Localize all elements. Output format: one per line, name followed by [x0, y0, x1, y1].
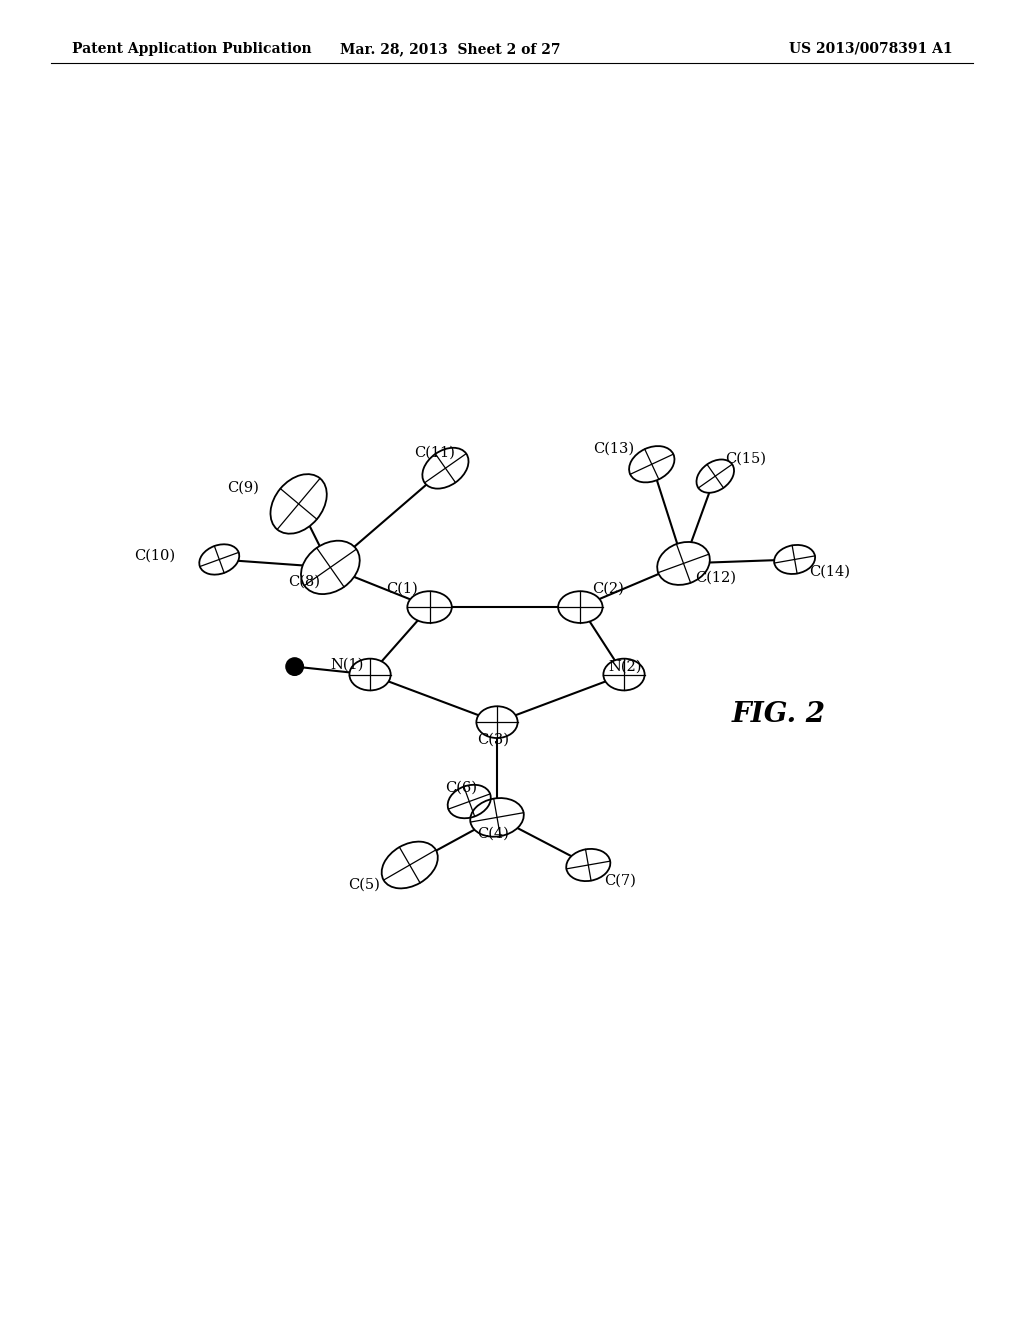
Text: US 2013/0078391 A1: US 2013/0078391 A1 — [788, 42, 952, 55]
Ellipse shape — [270, 474, 327, 533]
Text: FIG. 2: FIG. 2 — [732, 701, 825, 727]
Text: C(10): C(10) — [134, 549, 176, 562]
Ellipse shape — [470, 799, 524, 837]
Text: C(1): C(1) — [386, 582, 418, 595]
Text: C(4): C(4) — [477, 826, 509, 841]
Text: C(14): C(14) — [809, 565, 850, 578]
Ellipse shape — [200, 544, 240, 574]
Text: C(6): C(6) — [445, 780, 477, 795]
Ellipse shape — [629, 446, 675, 482]
Ellipse shape — [558, 591, 602, 623]
Text: N(2): N(2) — [608, 660, 642, 673]
Text: C(9): C(9) — [227, 480, 259, 495]
Text: N(1): N(1) — [331, 657, 364, 671]
Circle shape — [286, 657, 303, 676]
Text: C(3): C(3) — [477, 733, 509, 747]
Ellipse shape — [657, 543, 710, 585]
Ellipse shape — [476, 706, 518, 738]
Ellipse shape — [447, 785, 490, 818]
Ellipse shape — [382, 842, 438, 888]
Ellipse shape — [566, 849, 610, 882]
Ellipse shape — [301, 541, 359, 594]
Text: C(13): C(13) — [593, 441, 634, 455]
Text: C(15): C(15) — [725, 451, 766, 466]
Text: C(7): C(7) — [604, 874, 636, 888]
Text: C(8): C(8) — [288, 574, 321, 589]
Ellipse shape — [603, 659, 645, 690]
Text: C(12): C(12) — [695, 570, 736, 585]
Ellipse shape — [696, 459, 734, 492]
Text: C(11): C(11) — [414, 445, 455, 459]
Ellipse shape — [422, 447, 469, 488]
Text: Patent Application Publication: Patent Application Publication — [72, 42, 311, 55]
Ellipse shape — [408, 591, 452, 623]
Text: C(5): C(5) — [348, 878, 380, 892]
Ellipse shape — [349, 659, 391, 690]
Text: C(2): C(2) — [592, 582, 625, 595]
Text: Mar. 28, 2013  Sheet 2 of 27: Mar. 28, 2013 Sheet 2 of 27 — [340, 42, 561, 55]
Ellipse shape — [774, 545, 815, 574]
